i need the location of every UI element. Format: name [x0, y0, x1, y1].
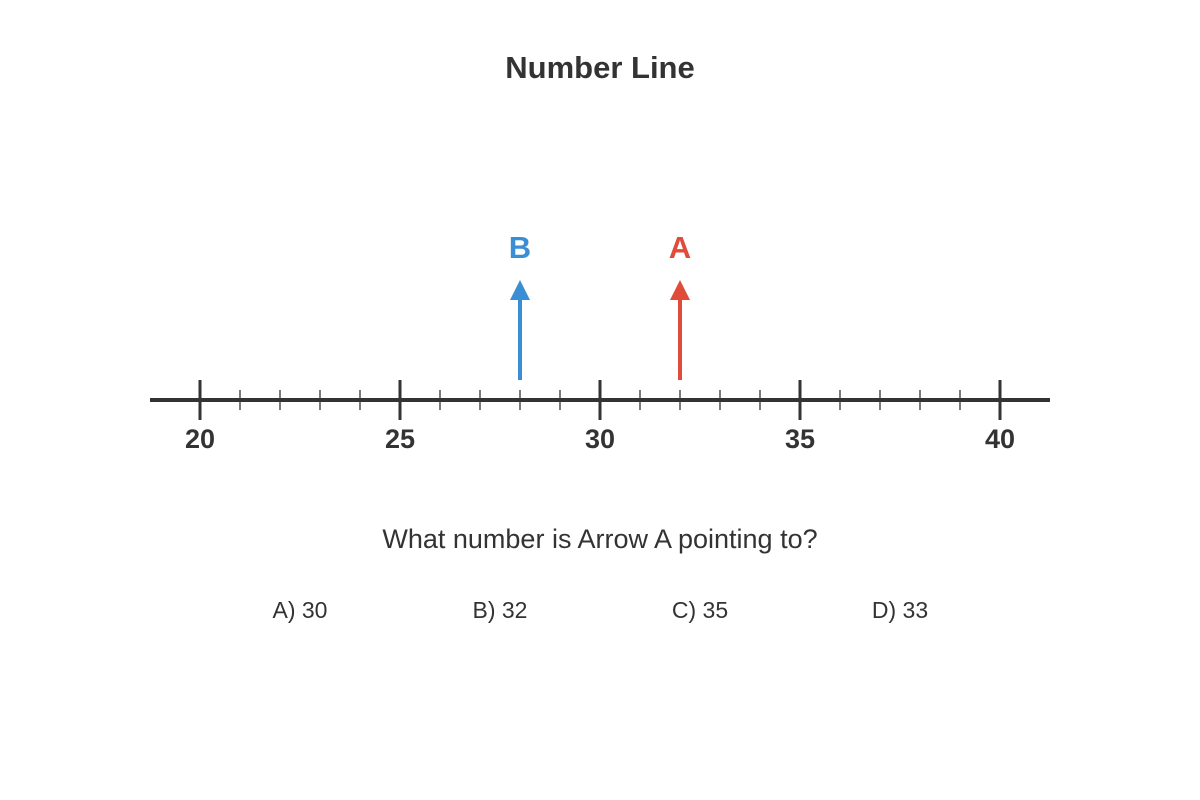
x-tick-label: 35 — [785, 424, 815, 454]
answer-option[interactable]: D) 33 — [872, 597, 928, 623]
x-tick-label: 40 — [985, 424, 1015, 454]
x-tick-label: 25 — [385, 424, 415, 454]
answer-option[interactable]: B) 32 — [473, 597, 528, 623]
answer-option[interactable]: C) 35 — [672, 597, 728, 623]
arrow-label: B — [509, 230, 531, 265]
question: What number is Arrow A pointing to? — [382, 524, 817, 554]
arrow-label: A — [669, 230, 691, 265]
x-tick-label: 30 — [585, 424, 615, 454]
x-tick-label: 20 — [185, 424, 215, 454]
arrow-head — [510, 280, 530, 300]
answer-option[interactable]: A) 30 — [273, 597, 328, 623]
chart-title: Number Line — [505, 50, 694, 85]
arrow — [670, 280, 690, 380]
arrow — [510, 280, 530, 380]
arrow-head — [670, 280, 690, 300]
